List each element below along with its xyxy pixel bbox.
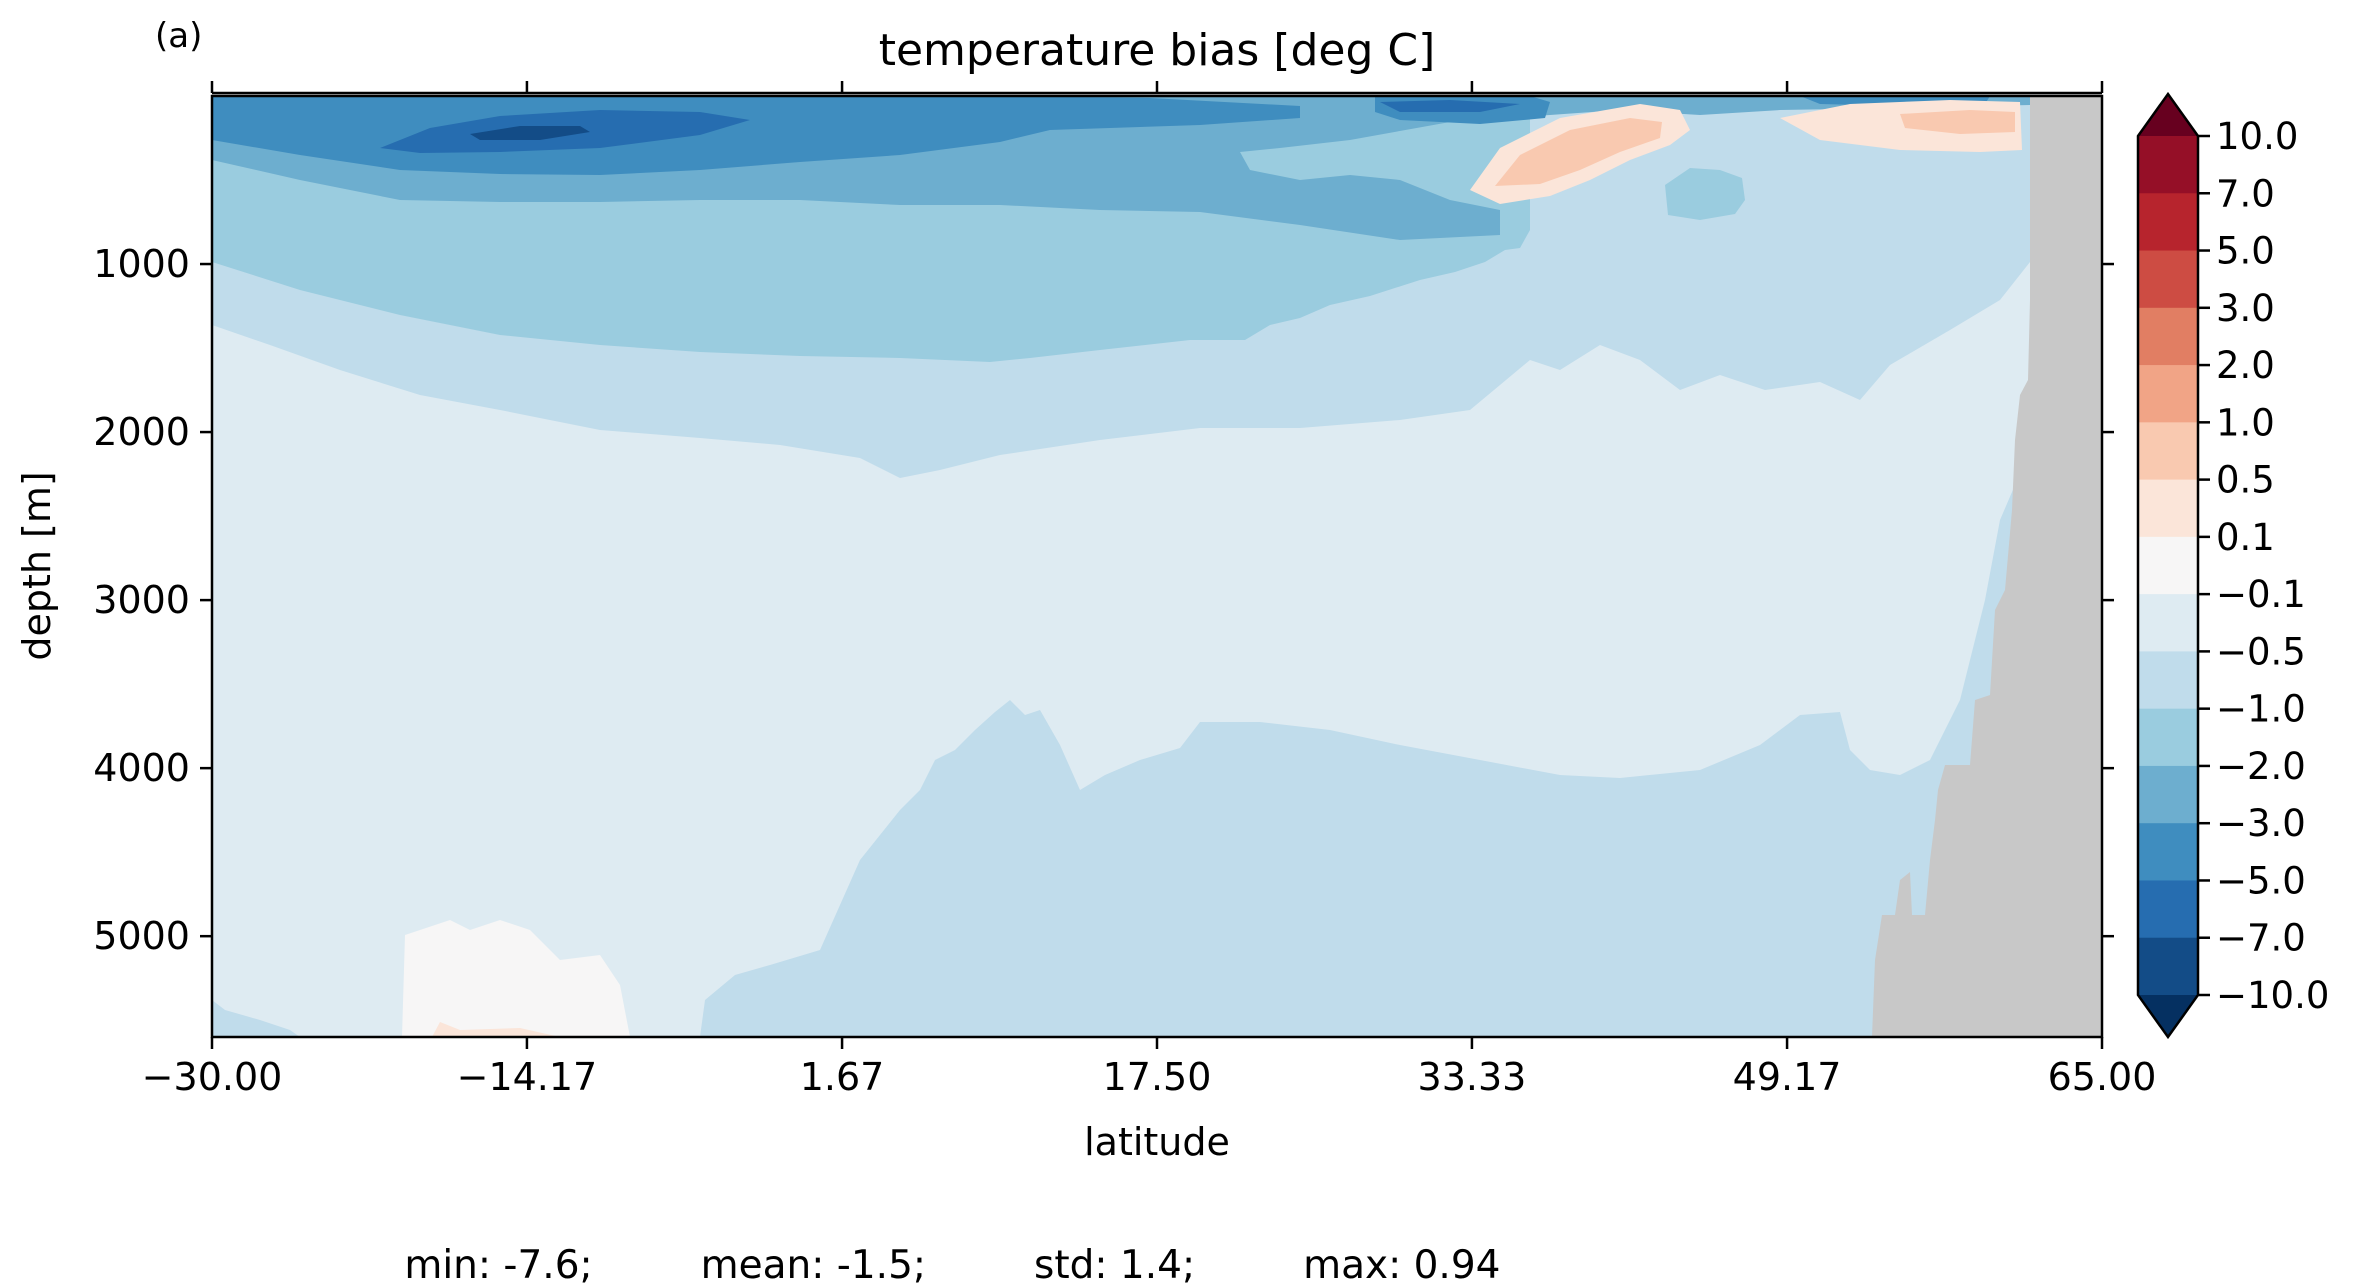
- x-tick-label: 49.17: [1733, 1055, 1842, 1099]
- contour-fill-1.0-patch: [212, 1000, 300, 1037]
- colorbar: 10.0 7.0 5.0 3.0 2.0 1.0 0.5 0.1 −0.1 −0.5 −1.0 −2.…: [2136, 91, 2329, 1040]
- y-axis-label: depth [m]: [15, 471, 59, 660]
- colorbar-tick-label: 3.0: [2216, 287, 2275, 330]
- colorbar-extend-max: [2138, 94, 2198, 136]
- contour-fill-7.0-b: [1380, 100, 1520, 112]
- colorbar-tick-label: 2.0: [2216, 344, 2275, 387]
- stat-min: min: -7.6;: [404, 1243, 593, 1288]
- colorbar-tick-label: −0.5: [2216, 630, 2306, 673]
- colorbar-tick-label: 0.5: [2216, 459, 2275, 502]
- x-tick-label: −30.00: [142, 1055, 283, 1099]
- colorbar-bin: [2138, 365, 2198, 423]
- colorbar-bin: [2138, 193, 2198, 252]
- y-tick-label: 4000: [93, 746, 190, 790]
- contour-fill-warm-0.5-east: [1900, 110, 2015, 134]
- colorbar-bin: [2138, 250, 2198, 309]
- colorbar-bin: [2138, 823, 2198, 882]
- x-tick-label: 65.00: [2048, 1055, 2157, 1099]
- contour-fill-warm-0.5: [1495, 118, 1662, 186]
- x-tick-label: −14.17: [457, 1055, 598, 1099]
- y-tick-label: 1000: [93, 242, 190, 286]
- x-axis-label: latitude: [1084, 1120, 1230, 1164]
- y-axis: 1000 2000 3000 4000 5000: [93, 242, 2114, 958]
- contour-fill-2.0-patch: [1665, 168, 1745, 220]
- colorbar-tick-label: 1.0: [2216, 401, 2275, 444]
- y-tick-label: 5000: [93, 914, 190, 958]
- colorbar-bin: [2138, 479, 2198, 538]
- contour-fill-neutral-deep: [402, 920, 630, 1037]
- colorbar-tick-label: −0.1: [2216, 573, 2306, 616]
- stat-max: max: 0.94: [1303, 1243, 1501, 1288]
- colorbar-extend-min: [2138, 995, 2198, 1037]
- x-axis: −30.00 −14.17 1.67 17.50 33.33 49.17 65.00: [142, 81, 2157, 1099]
- colorbar-bin: [2138, 651, 2198, 710]
- panel-label: (a): [155, 16, 202, 56]
- colorbar-tick-label: 0.1: [2216, 516, 2275, 559]
- stat-mean: mean: -1.5;: [700, 1243, 927, 1288]
- x-tick-label: 1.67: [800, 1055, 885, 1099]
- x-tick-label: 33.33: [1418, 1055, 1527, 1099]
- colorbar-bin: [2138, 880, 2198, 939]
- contour-fill-1.0-deep: [700, 450, 2030, 1037]
- colorbar-tick-label: 7.0: [2216, 172, 2275, 215]
- contour-fill-10.0: [470, 126, 590, 140]
- colorbar-tick-label: −3.0: [2216, 802, 2306, 845]
- colorbar-bin: [2138, 594, 2198, 652]
- colorbar-bin: [2138, 536, 2198, 595]
- colorbar-bin: [2138, 136, 2198, 194]
- colorbar-tick-label: −7.0: [2216, 917, 2306, 960]
- contour-field: [212, 96, 2102, 1037]
- colorbar-bin: [2138, 708, 2198, 767]
- contour-fill-warm-deep: [432, 1022, 560, 1037]
- colorbar-bin: [2138, 765, 2198, 824]
- stat-std: std: 1.4;: [1034, 1243, 1196, 1288]
- contour-fill-5.0: [212, 96, 1300, 175]
- colorbar-tick-label: −1.0: [2216, 688, 2306, 731]
- stats-line: min: -7.6; mean: -1.5; std: 1.4; max: 0.94: [0, 1198, 1880, 1288]
- land-mask: [1872, 96, 2102, 1037]
- colorbar-tick-label: −2.0: [2216, 745, 2306, 788]
- y-tick-label: 2000: [93, 410, 190, 454]
- colorbar-bin: [2138, 937, 2198, 996]
- y-tick-label: 3000: [93, 578, 190, 622]
- colorbar-tick-label: 5.0: [2216, 230, 2275, 273]
- colorbar-tick-label: −5.0: [2216, 859, 2306, 902]
- colorbar-bin: [2138, 422, 2198, 481]
- x-tick-label: 17.50: [1103, 1055, 1212, 1099]
- colorbar-tick-label: 10.0: [2216, 115, 2298, 158]
- chart-title: temperature bias [deg C]: [879, 25, 1436, 76]
- colorbar-tick-label: −10.0: [2216, 974, 2329, 1017]
- colorbar-bin: [2138, 307, 2198, 366]
